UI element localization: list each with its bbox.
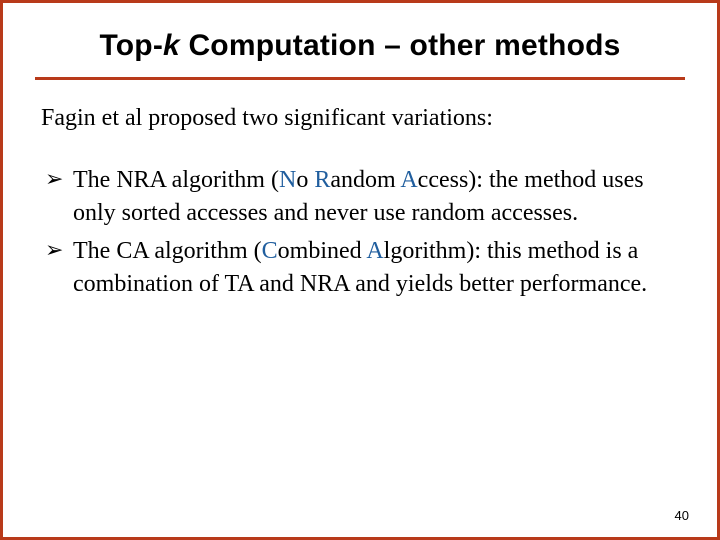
bullet-text: The CA algorithm ( bbox=[73, 238, 262, 264]
bullet-list: The NRA algorithm (No Random Access): th… bbox=[41, 164, 679, 300]
initial-letter: R bbox=[314, 167, 330, 193]
bullet-item: The NRA algorithm (No Random Access): th… bbox=[45, 164, 679, 229]
bullet-text: andom bbox=[330, 167, 400, 193]
title-post: Computation – other methods bbox=[180, 29, 621, 62]
slide-title: Top-k Computation – other methods bbox=[41, 23, 679, 77]
initial-letter: A bbox=[366, 238, 383, 264]
initial-letter: C bbox=[262, 238, 278, 264]
page-number: 40 bbox=[675, 508, 689, 523]
bullet-text: The NRA algorithm ( bbox=[73, 167, 279, 193]
title-pre: Top- bbox=[99, 29, 163, 62]
title-italic: k bbox=[163, 29, 180, 62]
intro-text: Fagin et al proposed two significant var… bbox=[41, 102, 679, 134]
bullet-item: The CA algorithm (Combined Algorithm): t… bbox=[45, 235, 679, 300]
title-divider bbox=[35, 77, 685, 80]
bullet-text: ombined bbox=[278, 238, 367, 264]
slide: Top-k Computation – other methods Fagin … bbox=[3, 3, 717, 537]
bullet-text: o bbox=[296, 167, 314, 193]
initial-letter: N bbox=[279, 167, 296, 193]
initial-letter: A bbox=[400, 167, 417, 193]
